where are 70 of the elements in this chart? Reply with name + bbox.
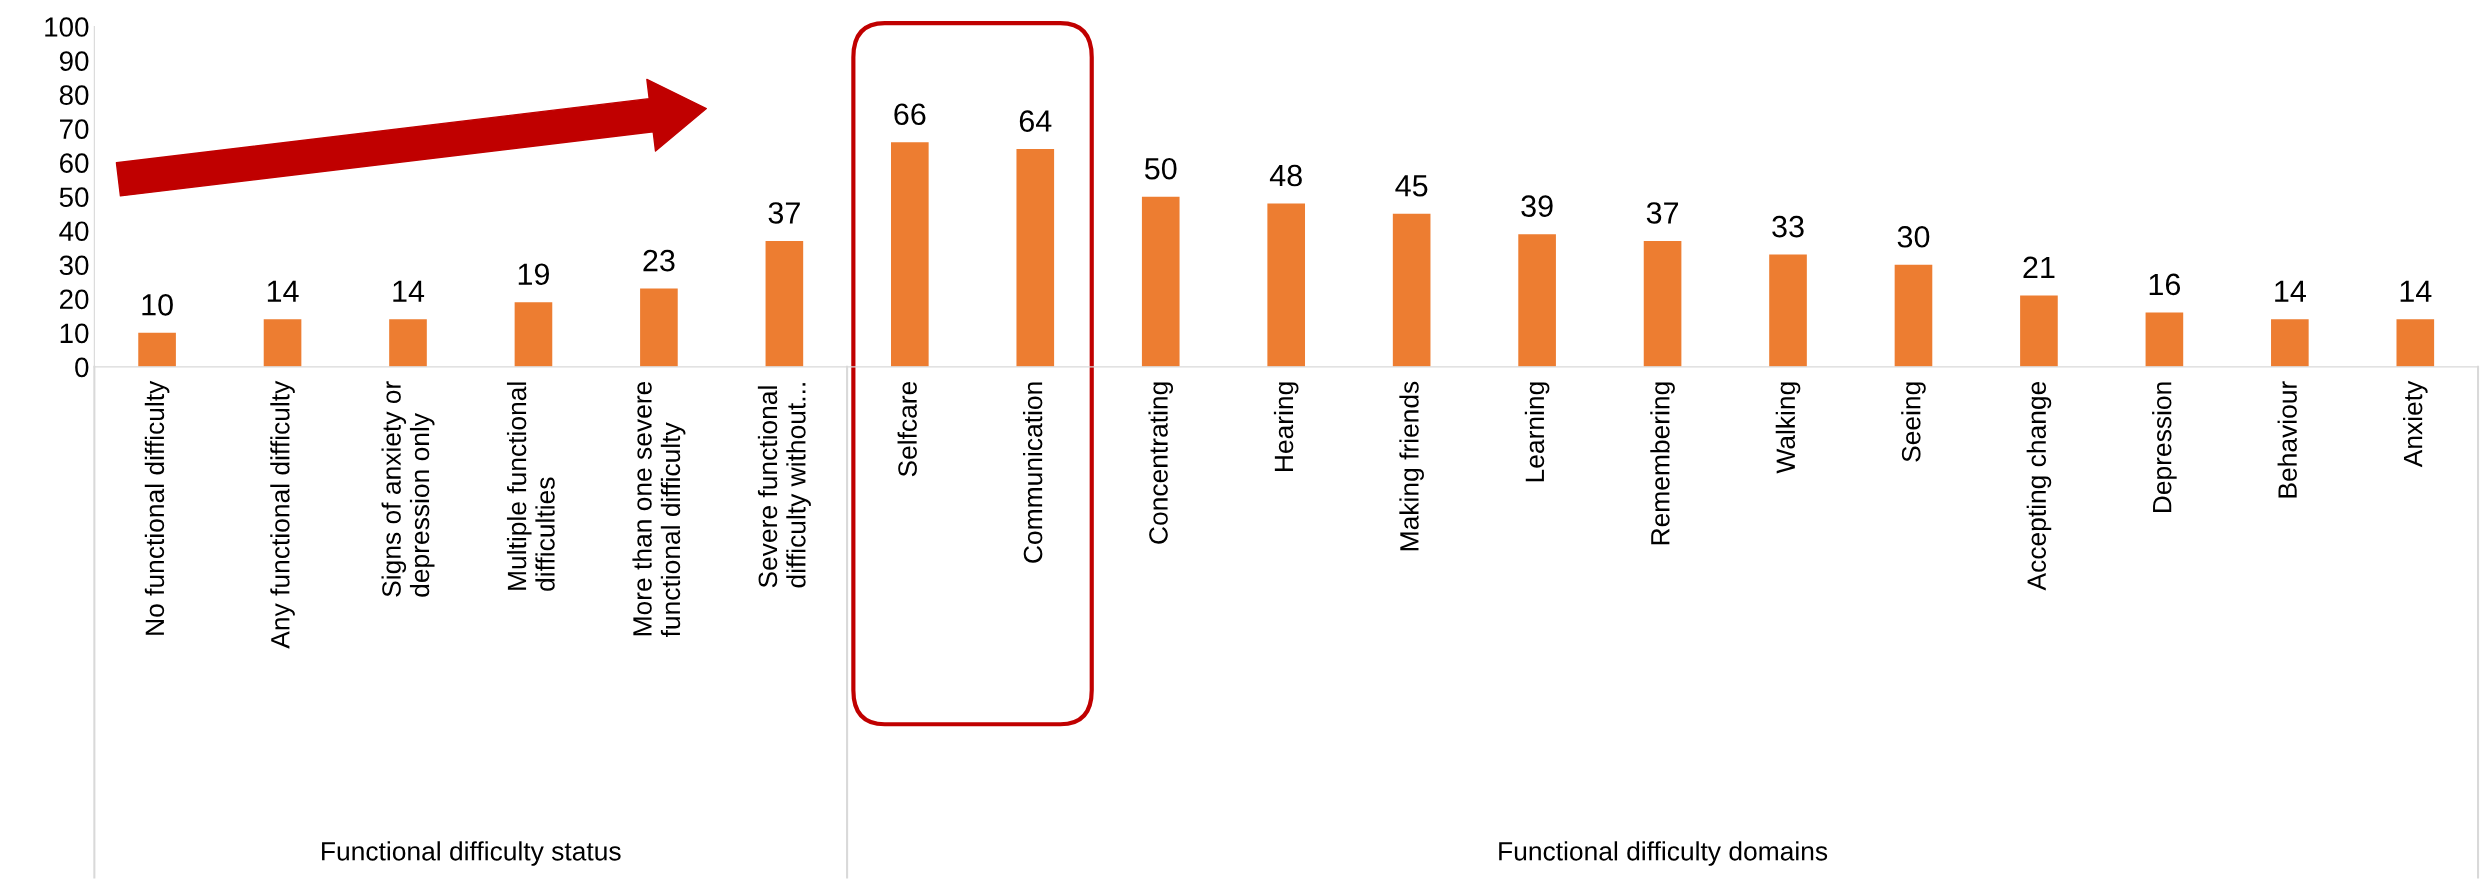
x-tick-label: Behaviour xyxy=(2277,381,2297,498)
bar xyxy=(1016,149,1055,367)
data-label: 14 xyxy=(393,280,425,302)
x-tick-label: No functional difficulty xyxy=(144,380,170,635)
bar xyxy=(1518,234,1556,367)
y-tick-label: 100 xyxy=(45,17,89,37)
text: Functional difficulty status xyxy=(322,841,621,866)
x-tick-label: Signs of anxiety or depression only xyxy=(381,381,435,597)
data-label: 16 xyxy=(2149,273,2181,296)
bar xyxy=(640,288,678,367)
bar xyxy=(1392,213,1431,367)
bar xyxy=(389,319,427,367)
data-label: 37 xyxy=(1646,202,1679,224)
bar xyxy=(891,142,929,367)
data-label: 50 xyxy=(1144,157,1177,180)
x-tick-label: Depression xyxy=(2152,382,2177,513)
data-label: 10 xyxy=(142,294,173,316)
bar xyxy=(514,302,553,367)
y-tick-label: 80 xyxy=(59,85,89,105)
bar xyxy=(138,332,176,367)
y-tick-label: 0 xyxy=(75,357,89,378)
x-tick-label: Making friends xyxy=(1399,381,1424,551)
x-tick-label: Walking xyxy=(1775,382,1801,474)
x-tick-label: Seeing xyxy=(1901,382,1926,462)
bar xyxy=(1141,196,1180,367)
data-label: 39 xyxy=(1521,195,1553,217)
y-tick-label: 10 xyxy=(60,323,89,344)
bar xyxy=(765,240,804,367)
x-tick-label: Severe functional difficulty without... xyxy=(757,383,811,588)
x-tick-label: Selfcare xyxy=(897,381,917,477)
y-tick-label: 70 xyxy=(60,119,89,139)
data-label: 45 xyxy=(1395,175,1428,197)
data-label: 14 xyxy=(2275,280,2306,302)
bar xyxy=(1769,254,1807,367)
y-tick-label: 20 xyxy=(60,289,89,310)
data-label: 14 xyxy=(267,280,299,302)
bar xyxy=(2396,319,2435,367)
bar xyxy=(2271,319,2309,367)
x-tick-label: Concentrating xyxy=(1148,382,1174,544)
data-label: 23 xyxy=(643,249,675,272)
data-label: 30 xyxy=(1897,225,1930,248)
bar xyxy=(263,319,302,367)
bar xyxy=(1894,264,1933,367)
x-tick-label: Hearing xyxy=(1273,382,1299,471)
data-label: 19 xyxy=(518,263,549,286)
data-label: 48 xyxy=(1269,164,1302,187)
y-tick-label: 40 xyxy=(59,221,89,242)
x-tick-label: Multiple functional difficulties xyxy=(506,382,555,591)
y-tick-label: 90 xyxy=(59,51,89,71)
y-tick-label: 60 xyxy=(60,153,89,173)
y-tick-label: 30 xyxy=(59,255,89,276)
x-tick-label: More than one severe functional difficulty xyxy=(632,381,686,638)
y-tick-label: 50 xyxy=(59,187,89,208)
data-label: 14 xyxy=(2400,280,2432,302)
data-label: 33 xyxy=(1772,215,1804,238)
x-tick-label: Learning xyxy=(1524,382,1550,482)
bar xyxy=(1267,203,1306,367)
data-label: 21 xyxy=(2023,256,2055,278)
data-label: 64 xyxy=(1019,110,1052,132)
x-tick-label: Any functional difficulty xyxy=(270,380,295,649)
x-tick-label: Communication xyxy=(1022,382,1043,563)
data-label: 66 xyxy=(894,103,926,126)
bar xyxy=(1643,240,1682,367)
data-label: 37 xyxy=(768,202,800,224)
x-tick-label: Remembering xyxy=(1650,382,1675,545)
x-tick-label: Accepting change xyxy=(2026,381,2052,591)
bar xyxy=(2145,312,2184,367)
x-tick-label: Anxiety xyxy=(2403,380,2428,468)
bar xyxy=(2020,295,2058,367)
text: Functional difficulty domains xyxy=(1499,841,1828,866)
